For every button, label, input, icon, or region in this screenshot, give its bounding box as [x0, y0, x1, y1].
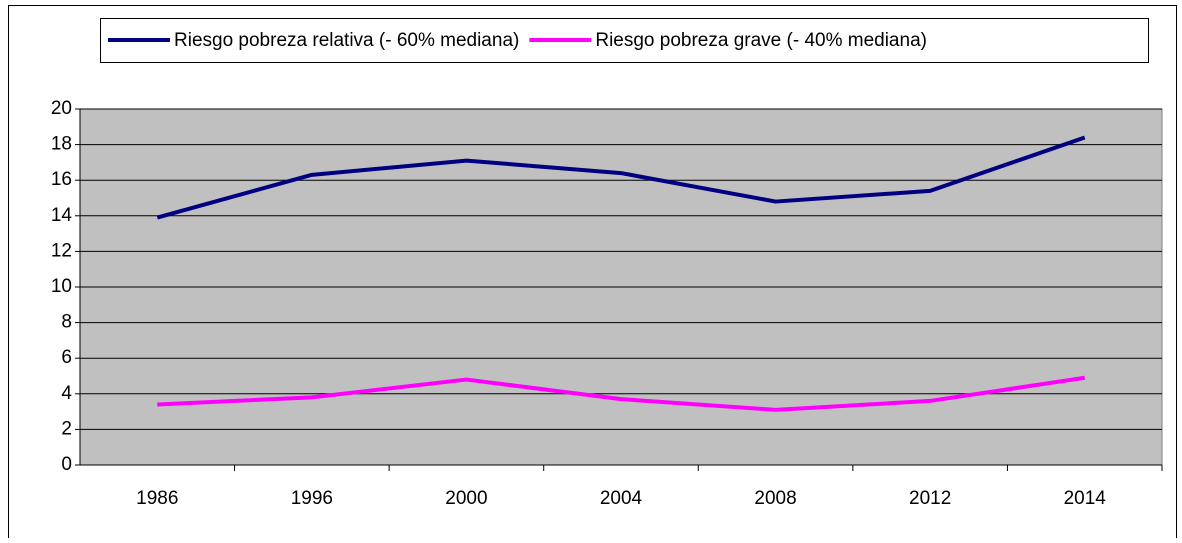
y-tick-label: 2: [61, 418, 72, 439]
y-tick-label: 20: [51, 98, 72, 119]
legend-label: Riesgo pobreza grave (- 40% mediana): [595, 30, 927, 51]
series-line: [156, 135, 1086, 220]
x-tick-label: 2012: [909, 488, 951, 509]
y-tick-label: 18: [51, 134, 72, 155]
y-tick-label: 6: [61, 347, 72, 368]
y-tick-label: 0: [61, 454, 72, 475]
series-line: [157, 375, 1086, 412]
y-tick-label: 16: [51, 169, 72, 190]
x-tick-label: 2014: [1064, 488, 1107, 509]
y-tick-label: 14: [51, 205, 73, 226]
y-tick-label: 12: [51, 240, 72, 261]
legend-label: Riesgo pobreza relativa (- 60% mediana): [174, 30, 519, 51]
x-tick-label: 2008: [754, 488, 796, 509]
x-tick-label: 2000: [445, 488, 487, 509]
y-tick-label: 8: [61, 312, 72, 333]
x-tick-label: 1996: [291, 488, 333, 509]
x-tick-label: 1986: [136, 488, 178, 509]
y-tick-label: 4: [61, 383, 72, 404]
legend-box: [100, 18, 1149, 63]
y-tick-label: 10: [51, 276, 72, 297]
x-tick-label: 2004: [600, 488, 643, 509]
